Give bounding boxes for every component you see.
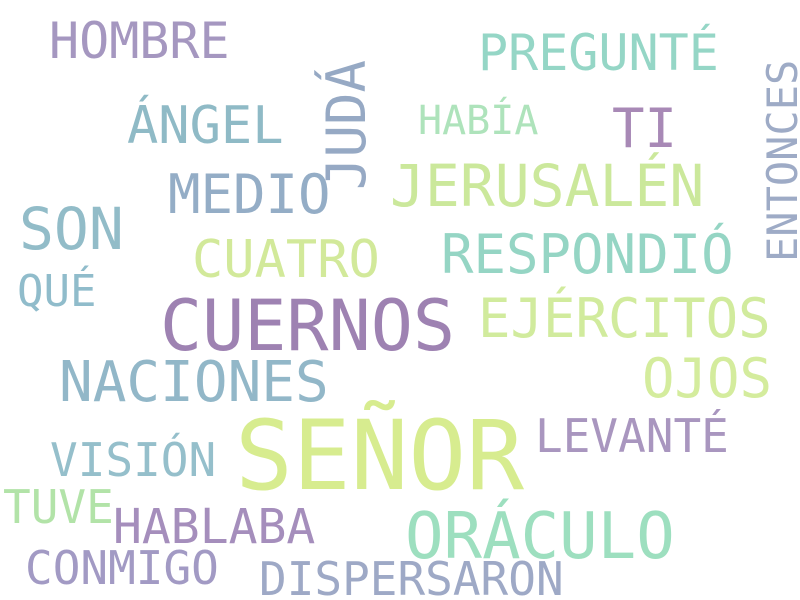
word-pregunte: PREGUNTÉ xyxy=(478,24,719,82)
word-respondio: RESPONDIÓ xyxy=(441,223,734,286)
word-angel: ÁNGEL xyxy=(127,96,284,156)
word-conmigo: CONMIGO xyxy=(25,541,219,595)
word-tuve: TUVE xyxy=(3,480,114,534)
word-oraculo: ORÁCULO xyxy=(405,500,675,574)
word-cuernos: CUERNOS xyxy=(160,285,456,367)
word-ojos: OJOS xyxy=(642,347,773,410)
word-habia: HABÍA xyxy=(418,98,539,144)
word-ejercitos: EJÉRCITOS xyxy=(478,287,771,350)
word-que: QUÉ xyxy=(17,266,97,317)
word-son: SON xyxy=(19,195,124,263)
word-hombre: HOMBRE xyxy=(49,12,230,70)
word-cuatro: CUATRO xyxy=(192,230,380,290)
word-levante: LEVANTÉ xyxy=(535,409,729,463)
word-medio: MEDIO xyxy=(168,163,331,226)
word-naciones: NACIONES xyxy=(59,350,329,415)
word-ti: TI xyxy=(612,97,678,160)
word-entonces: ENTONCES xyxy=(758,59,800,262)
word-senor: SEÑOR xyxy=(235,400,524,512)
word-dispersaron: DISPERSARON xyxy=(259,552,564,600)
word-vision: VISIÓN xyxy=(50,433,217,487)
word-hablaba: HABLABA xyxy=(113,499,316,555)
word-jerusalen: JERUSALÉN xyxy=(390,152,705,220)
